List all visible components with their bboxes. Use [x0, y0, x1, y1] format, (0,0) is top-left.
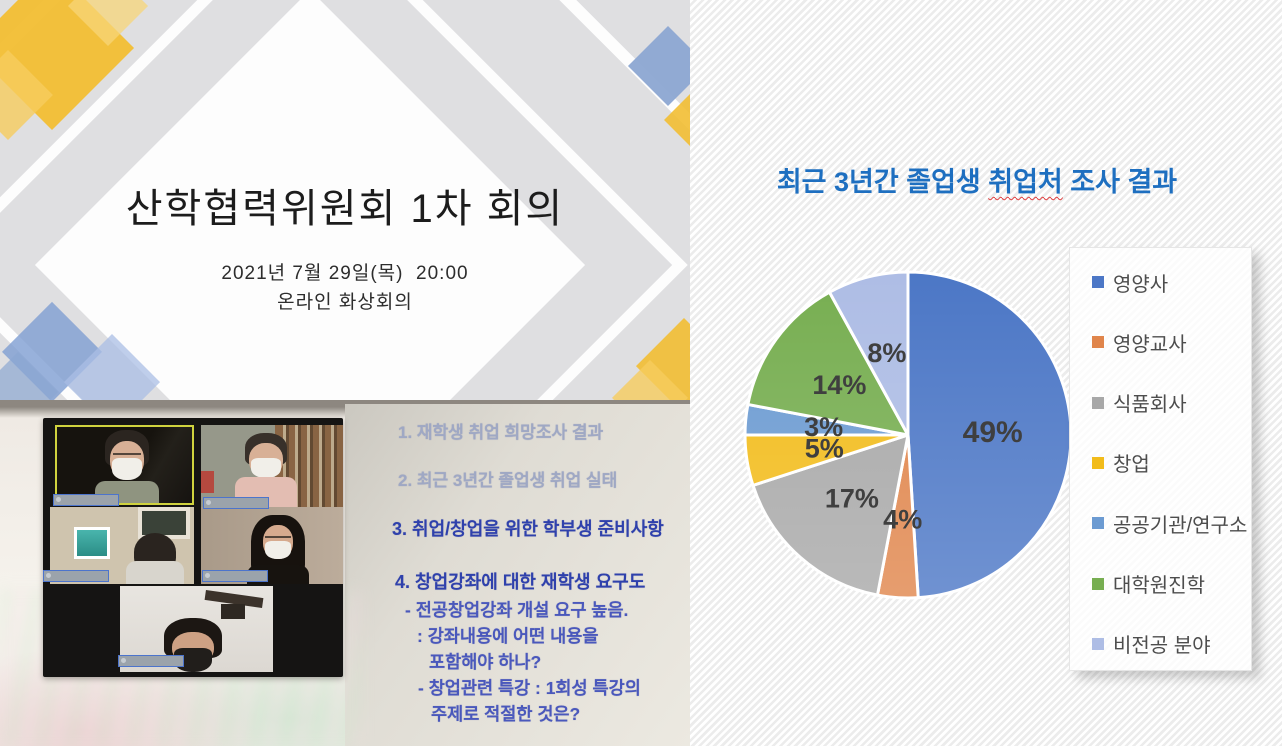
legend-item-공공기관/연구소: 공공기관/연구소: [1092, 511, 1248, 537]
legend-item-비전공 분야: 비전공 분야: [1092, 632, 1211, 658]
pie-data-label: 4%: [883, 505, 922, 535]
agenda-sub-3: 포함해야 하나?: [429, 652, 542, 672]
legend-swatch: [1092, 577, 1104, 590]
pie-data-label: 8%: [867, 338, 906, 368]
legend-swatch: [1092, 396, 1104, 409]
legend-label: 영양사: [1113, 273, 1169, 296]
legend-swatch: [1092, 336, 1104, 349]
legend-label: 영양교사: [1113, 333, 1187, 356]
pie-chart: 49% 4%17% 5%3% 14%8%: [743, 270, 1073, 600]
legend-swatch: [1092, 276, 1104, 288]
pie-data-label: 49%: [963, 416, 1023, 449]
legend-item-대학원진학: 대학원진학: [1092, 572, 1205, 597]
legend-label: 비전공 분야: [1113, 635, 1211, 658]
agenda-item-3: 3. 취업/창업을 위한 학부생 준비사항: [392, 519, 664, 539]
participant-tile-active: [55, 425, 194, 505]
meeting-photo: 1. 재학생 취업 희망조사 결과 2. 최근 3년간 졸업생 취업 실태 3.…: [0, 400, 690, 746]
slide-diamond-decor: [0, 0, 690, 400]
pie-data-label: 14%: [812, 370, 866, 400]
participant-name-label: [118, 655, 184, 667]
pie-data-label: 17%: [825, 484, 879, 514]
agenda-sub-5: 주제로 적절한 것은?: [431, 704, 581, 724]
participant-name-label: [202, 570, 268, 582]
title-slide: 산학협력위원회 1차 회의 2021년 7월 29일(목) 20:00 온라인 …: [0, 0, 690, 400]
legend-label: 공공기관/연구소: [1113, 514, 1248, 537]
chart-panel: 최근 3년간 졸업생 취업처 조사 결과 49% 4% 17% 5% 3% 14% 8% 영…: [690, 0, 1282, 746]
participant-name-label: [53, 494, 119, 506]
legend-item-영양교사: 영양교사: [1092, 330, 1187, 356]
agenda-item-1: 1. 재학생 취업 희망조사 결과: [398, 423, 604, 442]
video-conference-grid: [43, 418, 343, 677]
legend-item-영양사: 영양사: [1092, 270, 1169, 296]
agenda-sub-1: - 전공창업강좌 개설 요구 높음.: [405, 600, 629, 620]
agenda-item-2: 2. 최근 3년간 졸업생 취업 실태: [398, 471, 618, 490]
participant-name-label: [203, 497, 269, 509]
legend-swatch: [1092, 637, 1104, 650]
legend-swatch: [1092, 456, 1104, 469]
legend-label: 대학원진학: [1113, 575, 1205, 597]
agenda-sub-2: : 강좌내용에 어떤 내용을: [417, 626, 599, 646]
legend-label: 식품회사: [1113, 394, 1187, 417]
participant-tile: [201, 425, 343, 507]
slide-title: 산학협력위원회 1차 회의: [125, 187, 565, 231]
agenda-sub-4: - 창업관련 특강 : 1회성 특강의: [418, 678, 641, 698]
slide-venue: 온라인 화상회의: [277, 292, 413, 313]
chart-title: 최근 3년간 졸업생 취업처 조사 결과: [776, 167, 1178, 197]
pie-data-label: 5%: [805, 433, 844, 463]
legend-swatch: [1092, 517, 1104, 530]
legend-label: 창업: [1113, 454, 1150, 477]
legend-item-창업: 창업: [1092, 451, 1150, 477]
pie-data-label: 3%: [804, 412, 843, 442]
chart-title-spellcheck-word: 취업처: [988, 167, 1063, 197]
agenda-item-4: 4. 창업강좌에 대한 재학생 요구도: [395, 572, 646, 592]
agenda-screen: 1. 재학생 취업 희망조사 결과 2. 최근 3년간 졸업생 취업 실태 3.…: [345, 404, 690, 746]
participant-name-label: [43, 570, 109, 582]
slide-datetime: 2021년 7월 29일(목) 20:00: [221, 263, 469, 284]
legend-item-식품회사: 식품회사: [1092, 391, 1187, 417]
